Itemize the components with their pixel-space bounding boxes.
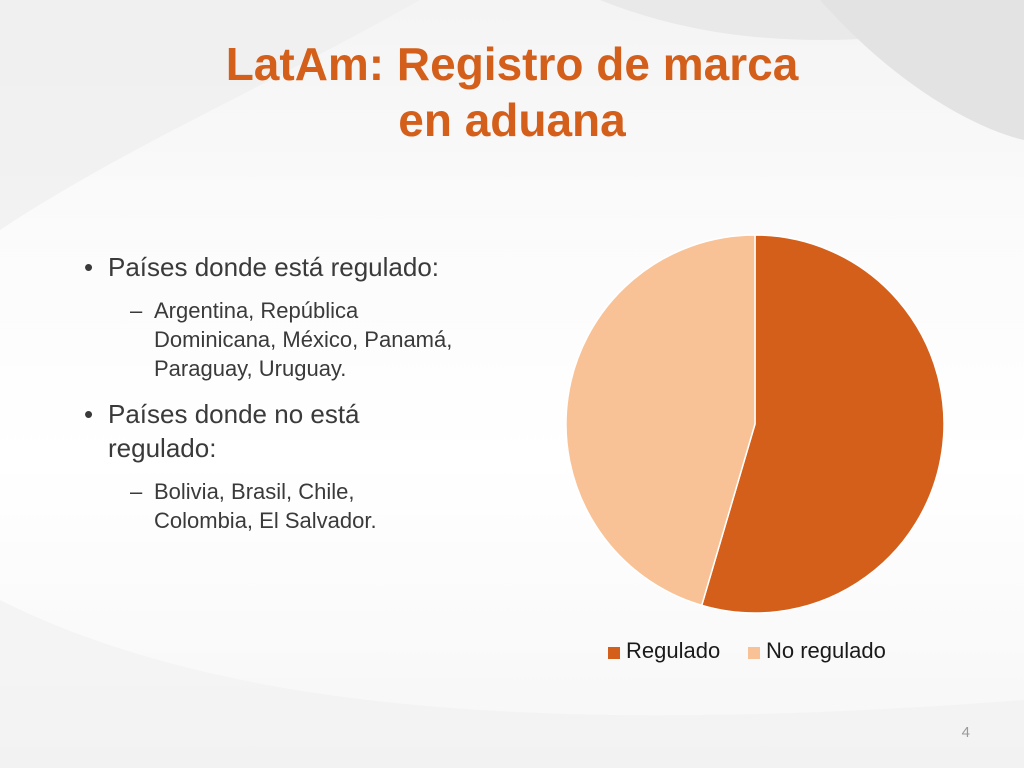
sub-bullet-line: Bolivia, Brasil, Chile, <box>154 479 355 504</box>
sub-bullet-item: – Bolivia, Brasil, Chile, Colombia, El S… <box>84 477 544 535</box>
sub-bullet-line: Paraguay, Uruguay. <box>154 356 347 381</box>
page-number: 4 <box>961 724 970 741</box>
sub-bullet-line: Colombia, El Salvador. <box>154 508 377 533</box>
legend-label: Regulado <box>626 638 720 663</box>
legend-swatch-no-regulado <box>748 647 760 659</box>
sub-bullet-line: Argentina, República <box>154 298 359 323</box>
bullet-item: • Países donde está regulado: <box>84 250 544 284</box>
bullet-line: regulado: <box>108 433 217 463</box>
legend-label: No regulado <box>766 638 886 663</box>
bullet-text: Países donde está regulado: <box>108 252 440 282</box>
bullet-item: • Países donde no está regulado: <box>84 397 544 465</box>
sub-bullet-item: – Argentina, República Dominicana, Méxic… <box>84 296 544 383</box>
slide-title: LatAm: Registro de marca en aduana <box>100 36 924 148</box>
legend-swatch-regulado <box>608 647 620 659</box>
pie-slice-regulado <box>700 234 945 614</box>
sub-bullet-line: Dominicana, México, Panamá, <box>154 327 453 352</box>
sub-bullet-dash: – <box>130 479 143 504</box>
title-line-2: en aduana <box>398 94 626 146</box>
pie-slice-no-regulado <box>565 234 756 607</box>
bullet-dot: • <box>84 252 94 282</box>
title-line-1: LatAm: Registro de marca <box>225 38 799 90</box>
bullet-list: • Países donde está regulado: – Argentin… <box>84 250 544 549</box>
sub-bullet-dash: – <box>130 298 143 323</box>
bullet-line: Países donde no está <box>108 399 360 429</box>
pie-chart: Regulado No regulado <box>565 234 945 663</box>
bullet-dot: • <box>84 399 94 429</box>
